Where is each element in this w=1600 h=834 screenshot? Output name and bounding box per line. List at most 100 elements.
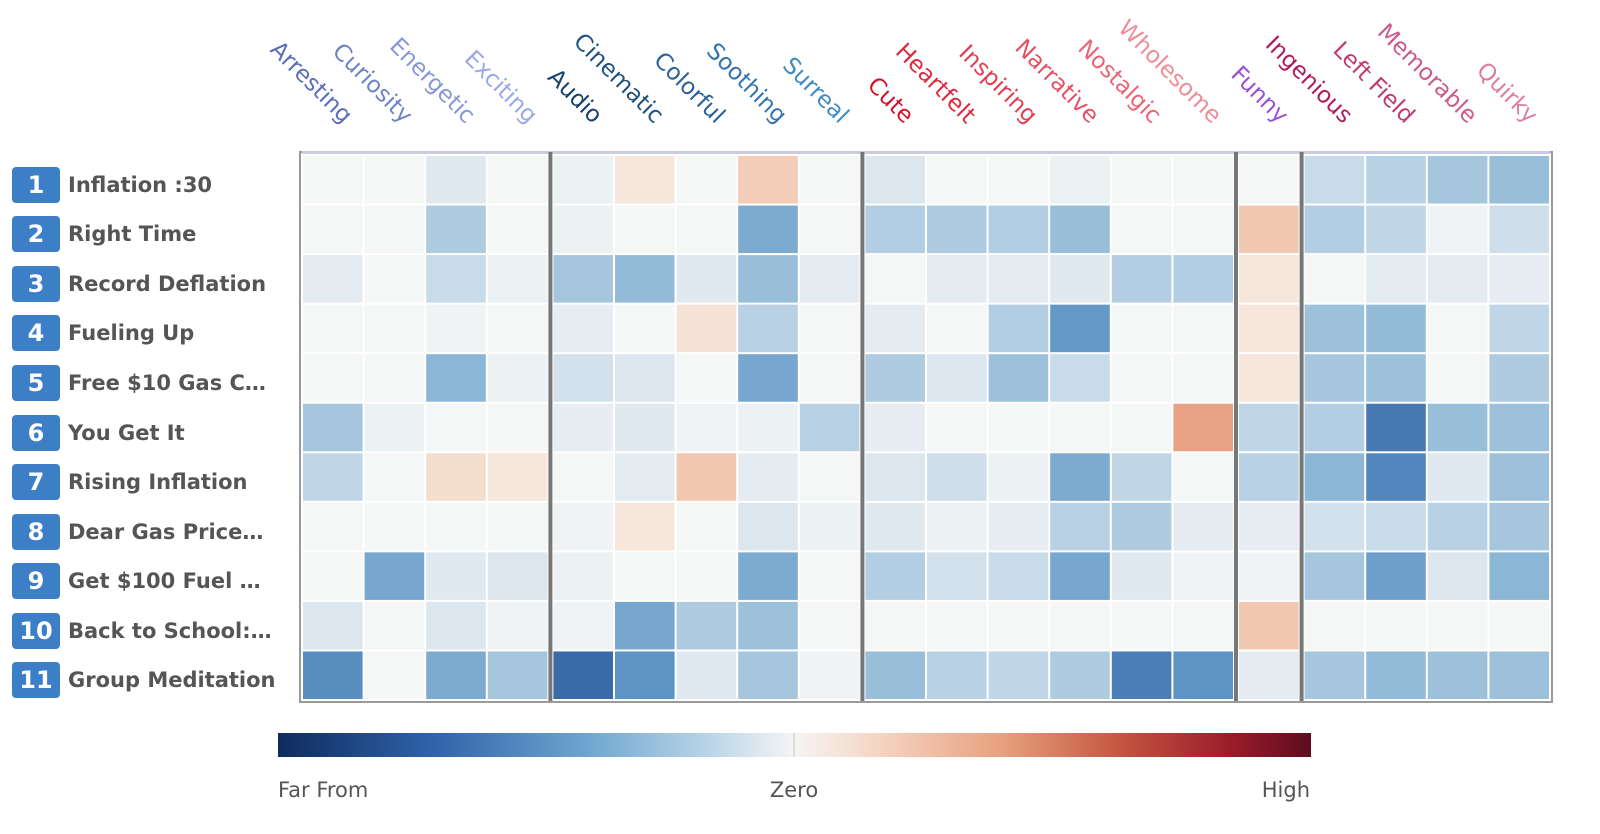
row-header: 1 Inflation :30 [12,166,213,203]
heatmap-cell-r6-ingenious [1304,403,1365,452]
group-separator [1299,152,1304,701]
heatmap-cell-r8-energetic [426,502,486,551]
heatmap-cell-r3-wholesome [1173,255,1233,303]
heatmap-cell-r2-heartfelt [927,205,987,254]
heatmap-cell-r11-cinematic [615,651,675,699]
heatmap-cell-r2-left-field [1366,205,1426,254]
legend-low-label: Far From [278,778,369,802]
heatmap-cell-r6-surreal [799,403,860,452]
row-label: Inflation :30 [68,172,213,197]
heatmap-cell-r8-soothing [738,502,798,551]
heatmap-cell-r9-inspiring [988,552,1049,600]
heatmap-cell-r2-wholesome [1173,205,1233,254]
heatmap-cell-r3-inspiring [988,255,1049,303]
heatmap-cell-r9-funny [1239,552,1299,600]
heatmap-cell-r11-arresting [303,651,363,699]
heatmap-cell-r7-surreal [799,453,860,501]
heatmap-cell-r3-cute [865,255,925,303]
heatmap-cell-r8-curiosity [364,502,425,551]
heatmap-cell-r4-heartfelt [927,304,987,353]
heatmap-cell-r5-heartfelt [927,354,987,402]
heatmap-cell-r2-colorful [676,205,737,254]
heatmap-cell-r2-exciting [487,205,548,254]
heatmap-cell-r7-arresting [303,453,363,501]
heatmap-cell-r8-narrative [1050,502,1110,551]
heatmap-cell-r10-soothing [738,601,798,650]
heatmap-cell-r2-audio [553,205,613,254]
heatmap-cell-r9-narrative [1050,552,1110,600]
heatmap-cell-r3-cinematic [615,255,675,303]
heatmap-cell-r1-heartfelt [927,156,987,204]
heatmap-cell-r11-exciting [487,651,548,699]
heatmap-cell-r3-curiosity [364,255,425,303]
heatmap-cell-r8-surreal [799,502,860,551]
heatmap-cell-r9-cinematic [615,552,675,600]
heatmap-cell-r2-cinematic [615,205,675,254]
legend-mid-label: Zero [769,778,819,802]
heatmap-cell-r8-nostalgic [1111,502,1172,551]
heatmap-cell-r5-audio [553,354,613,402]
heatmap-cell-r4-arresting [303,304,363,353]
heatmap-cell-r7-narrative [1050,453,1110,501]
heatmap-cell-r7-quirky [1489,453,1549,501]
heatmap-cell-r11-energetic [426,651,486,699]
heatmap-cell-r6-energetic [426,403,486,452]
heatmap-cell-r5-cinematic [615,354,675,402]
heatmap-cell-r5-energetic [426,354,486,402]
heatmap-cell-r1-cute [865,156,925,204]
heatmap-cell-r4-cinematic [615,304,675,353]
rank-badge: 9 [12,563,60,600]
heatmap-cell-r3-energetic [426,255,486,303]
heatmap-cell-r7-funny [1239,453,1299,501]
row-header: 11 Group Meditation [12,662,276,699]
heatmap-cell-r5-ingenious [1304,354,1365,402]
heatmap-cell-r6-memorable [1427,403,1488,452]
heatmap-cell-r9-heartfelt [927,552,987,600]
heatmap-cell-r6-audio [553,403,613,452]
rank-badge: 7 [12,464,60,501]
heatmap-cell-r5-wholesome [1173,354,1233,402]
row-label: Record Deflation [68,271,267,296]
heatmap-cell-r7-wholesome [1173,453,1233,501]
heatmap-cell-r1-soothing [738,156,798,204]
heatmap-cell-r4-curiosity [364,304,425,353]
heatmap-cell-r8-wholesome [1173,502,1233,551]
heatmap-cell-r8-arresting [303,502,363,551]
heatmap-cell-r6-nostalgic [1111,403,1172,452]
heatmap-cell-r11-wholesome [1173,651,1233,699]
heatmap-cell-r10-energetic [426,601,486,650]
heatmap-cell-r3-arresting [303,255,363,303]
heatmap-cell-r1-exciting [487,156,548,204]
group-separator [548,152,553,701]
heatmap-cell-r2-narrative [1050,205,1110,254]
heatmap-cell-r1-left-field [1366,156,1426,204]
heatmap-cell-r11-soothing [738,651,798,699]
heatmap-cell-r8-ingenious [1304,502,1365,551]
heatmap-cell-r9-cute [865,552,925,600]
rank-badge: 5 [12,364,60,401]
heatmap-cell-r8-quirky [1489,502,1549,551]
heatmap-cell-r8-cinematic [615,502,675,551]
heatmap-cell-r5-arresting [303,354,363,402]
heatmap-cell-r10-funny [1239,601,1299,650]
heatmap-cell-r2-arresting [303,205,363,254]
heatmap-cell-r8-colorful [676,502,737,551]
heatmap-cell-r1-funny [1239,156,1299,204]
heatmap-cell-r4-memorable [1427,304,1488,353]
heatmap-cell-r7-curiosity [364,453,425,501]
heatmap-cell-r1-wholesome [1173,156,1233,204]
rank-badge: 4 [12,315,60,352]
heatmap-cell-r3-nostalgic [1111,255,1172,303]
heatmap-cell-r7-memorable [1427,453,1488,501]
heatmap-cell-r1-colorful [676,156,737,204]
row-label: Back to School:… [68,618,272,643]
heatmap-cell-r6-arresting [303,403,363,452]
row-label: Rising Inflation [68,470,248,495]
heatmap-cell-r9-soothing [738,552,798,600]
heatmap-cell-r11-inspiring [988,651,1049,699]
heatmap-cell-r9-audio [553,552,613,600]
heatmap-cell-r3-ingenious [1304,255,1365,303]
row-label: Group Meditation [68,668,276,693]
heatmap-cell-r5-surreal [799,354,860,402]
heatmap-cell-r6-colorful [676,403,737,452]
